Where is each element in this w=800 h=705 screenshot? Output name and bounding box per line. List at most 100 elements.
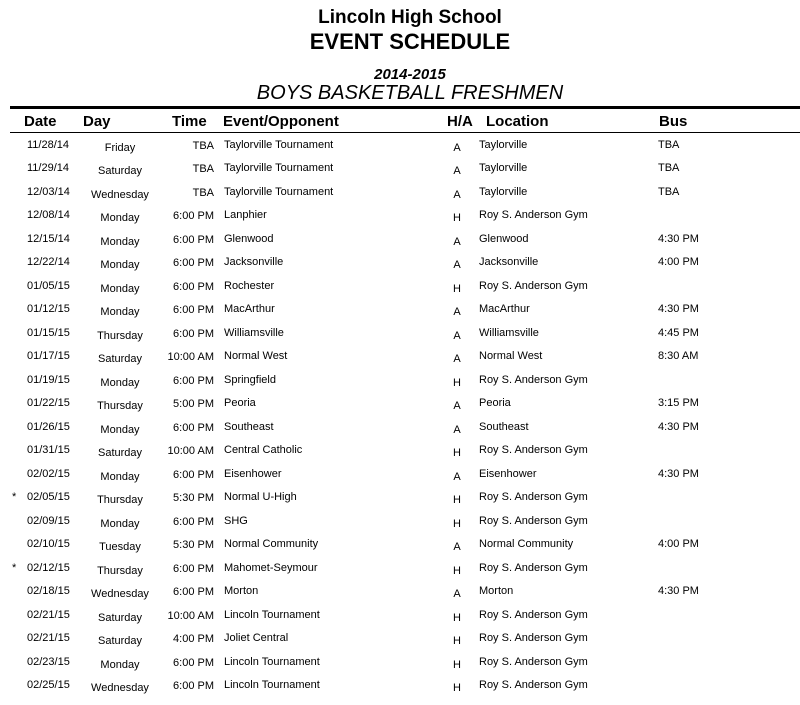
location: Jacksonville: [479, 256, 539, 269]
bus-time: 4:45 PM: [658, 326, 699, 339]
event: Mahomet-Seymour: [224, 561, 318, 574]
date: 12/15/14: [27, 232, 70, 245]
day: Monday: [100, 517, 140, 530]
home-away: A: [453, 142, 461, 154]
day: Monday: [100, 423, 140, 436]
location: Eisenhower: [479, 467, 537, 480]
location: Roy S. Anderson Gym: [479, 655, 588, 668]
table-row: 11/29/14 Saturday TBA Taylorville Tournamen…: [0, 162, 800, 185]
day: Monday: [100, 658, 140, 671]
location: Roy S. Anderson Gym: [479, 561, 588, 574]
table-row: 01/26/15 Monday 6:00 PM Southeast A Southeast…: [0, 421, 800, 444]
event: Lincoln Tournament: [224, 655, 320, 668]
date: 01/15/15: [27, 326, 70, 339]
day: Thursday: [97, 400, 143, 413]
time: 6:00 PM: [173, 327, 214, 340]
event: Jacksonville: [224, 256, 284, 269]
day: Saturday: [97, 635, 143, 648]
home-away: H: [453, 376, 461, 389]
time: 6:00 PM: [173, 280, 214, 293]
location: Taylorville: [479, 185, 528, 198]
event: SHG: [224, 514, 248, 527]
table-row: 11/28/14 Friday TBA Taylorville Tournament A…: [0, 139, 800, 162]
school-name: Lincoln High School: [318, 7, 502, 28]
home-away: H: [453, 494, 461, 507]
location: Roy S. Anderson Gym: [479, 491, 588, 504]
col-location: Location: [486, 113, 549, 130]
home-away: A: [453, 259, 461, 272]
time: TBA: [192, 186, 214, 199]
home-away: H: [453, 517, 461, 530]
home-away: A: [453, 470, 461, 483]
date: 01/05/15: [27, 279, 70, 292]
home-away: A: [453, 306, 461, 319]
location: MacArthur: [479, 303, 530, 316]
event: Southeast: [224, 420, 274, 433]
day: Tuesday: [99, 541, 141, 554]
date: 12/08/14: [27, 209, 70, 222]
table-row: 02/02/15 Monday 6:00 PM Eisenhower A Eisenhow…: [0, 468, 800, 491]
table-row: 01/31/15 Saturday 10:00 AM Central Catholic…: [0, 444, 800, 467]
date: 02/25/15: [27, 679, 70, 692]
table-row: 01/19/15 Monday 6:00 PM Springfield H Roy S. …: [0, 374, 800, 397]
event: Glenwood: [224, 232, 274, 245]
date: 01/19/15: [27, 373, 70, 386]
asterisk-mark: *: [12, 561, 17, 574]
bus-time: 4:30 PM: [658, 467, 699, 480]
event: Morton: [224, 585, 259, 598]
event: Normal Community: [224, 538, 319, 551]
time: 5:30 PM: [173, 539, 214, 552]
home-away: H: [453, 564, 461, 577]
day: Monday: [100, 376, 140, 389]
col-day: Day: [83, 113, 111, 130]
table-row: 01/15/15 Thursday 6:00 PM Williamsville A Wil…: [0, 327, 800, 350]
location: Williamsville: [479, 326, 539, 339]
day: Wednesday: [91, 588, 149, 601]
time: 6:00 PM: [173, 421, 214, 434]
table-row: 01/05/15 Monday 6:00 PM Rochester H Roy S. An…: [0, 280, 800, 303]
home-away: A: [453, 423, 461, 436]
time: 10:00 AM: [167, 445, 214, 458]
date: 02/18/15: [27, 585, 70, 598]
date: 11/29/14: [27, 162, 70, 175]
col-bus: Bus: [659, 113, 688, 130]
home-away: H: [453, 282, 461, 295]
bus-time: TBA: [658, 139, 680, 151]
divider: [10, 132, 800, 133]
table-row: * 02/12/15 Thursday 6:00 PM Mahomet-Seymour H…: [0, 562, 800, 585]
table-row: 12/03/14 Wednesday TBA Taylorville Tourname…: [0, 186, 800, 209]
table-row: 01/17/15 Saturday 10:00 AM Normal West A Norm…: [0, 350, 800, 373]
table-row: 01/22/15 Thursday 5:00 PM Peoria A Peoria 3:15…: [0, 397, 800, 420]
date: 02/21/15: [27, 632, 70, 645]
event: Taylorville Tournament: [224, 162, 334, 175]
home-away: H: [453, 682, 461, 695]
date: 01/22/15: [27, 397, 70, 410]
time: 6:00 PM: [173, 257, 214, 270]
bus-time: TBA: [658, 185, 680, 198]
location: Roy S. Anderson Gym: [479, 632, 588, 645]
event: Central Catholic: [224, 444, 303, 457]
home-away: H: [453, 447, 461, 460]
home-away: A: [453, 541, 461, 554]
time: 10:00 AM: [167, 609, 214, 622]
table-row: 12/08/14 Monday 6:00 PM Lanphier H Roy S. And…: [0, 209, 800, 232]
col-date: Date: [24, 113, 57, 130]
team-name: BOYS BASKETBALL FRESHMEN: [256, 82, 564, 104]
time: 6:00 PM: [173, 515, 214, 528]
bus-time: 4:30 PM: [658, 420, 699, 433]
location: Taylorville: [479, 139, 528, 151]
home-away: A: [453, 188, 461, 201]
date: 02/21/15: [27, 608, 70, 621]
date: 11/28/14: [27, 139, 70, 151]
table-row: 12/15/14 Monday 6:00 PM Glenwood A Glenwood 4:…: [0, 233, 800, 256]
time: 5:00 PM: [173, 398, 214, 411]
home-away: A: [453, 400, 461, 413]
event: Taylorville Tournament: [224, 185, 334, 198]
day: Monday: [100, 212, 140, 225]
day: Saturday: [97, 353, 143, 366]
location: Taylorville: [479, 162, 528, 175]
day: Saturday: [97, 165, 143, 178]
day: Saturday: [97, 447, 143, 460]
time: 6:00 PM: [173, 233, 214, 246]
asterisk-mark: *: [12, 491, 17, 504]
